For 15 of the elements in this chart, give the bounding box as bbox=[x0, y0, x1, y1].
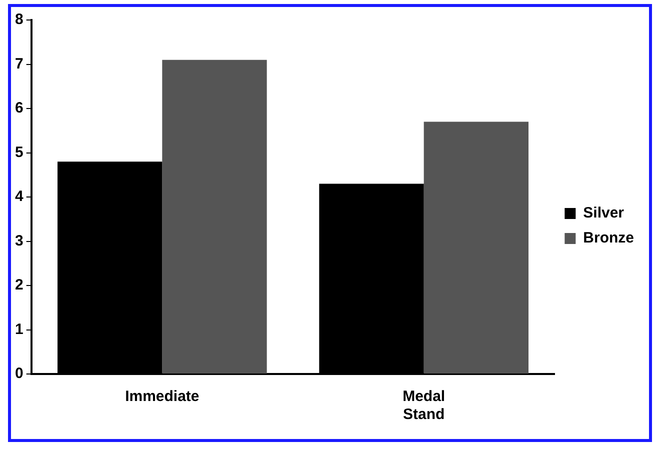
y-tick-label: 7 bbox=[15, 55, 24, 72]
y-tick-label: 2 bbox=[15, 276, 24, 294]
bar bbox=[424, 122, 528, 374]
x-tick-label: Medal Stand bbox=[402, 388, 446, 424]
legend-label: Silver bbox=[583, 204, 624, 222]
x-tick-label: Immediate bbox=[125, 388, 200, 406]
y-tick-label: 0 bbox=[15, 365, 24, 382]
y-tick-label: 6 bbox=[15, 100, 24, 117]
bar bbox=[162, 60, 267, 374]
y-tick-label: 8 bbox=[15, 11, 24, 28]
legend-label: Bronze bbox=[583, 230, 634, 247]
y-tick-label: 4 bbox=[15, 188, 24, 206]
y-tick-label: 3 bbox=[15, 232, 24, 250]
y-tick-label: 5 bbox=[15, 144, 24, 161]
y-tick-label: 1 bbox=[15, 320, 24, 338]
